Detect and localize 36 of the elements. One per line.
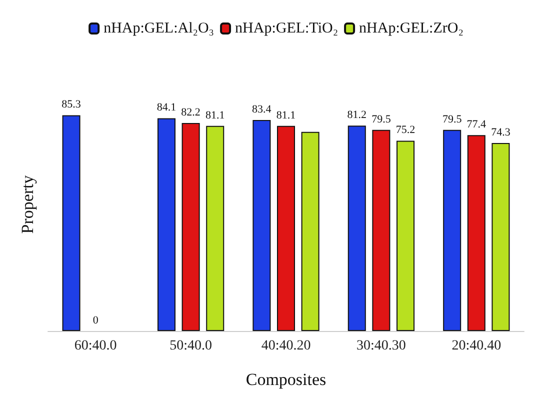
x-tick-label: 50:40.0 xyxy=(170,338,212,354)
bar xyxy=(372,130,390,331)
data-label: 81.1 xyxy=(276,109,296,122)
bar xyxy=(443,130,462,331)
x-tick-label: 60:40.0 xyxy=(74,338,117,354)
data-label: 79.5 xyxy=(372,113,392,126)
bar xyxy=(301,132,320,331)
data-label: 0 xyxy=(92,314,99,326)
legend-label: nHAp:GEL:TiO₂ xyxy=(235,20,338,36)
data-label: 77.4 xyxy=(466,118,487,131)
x-tick-label: 20:40.40 xyxy=(452,338,502,354)
bar xyxy=(182,123,200,331)
data-label: 81.1 xyxy=(205,109,225,122)
bar xyxy=(252,120,271,331)
bar xyxy=(492,143,510,331)
bar xyxy=(206,126,224,331)
x-axis-title: Composites xyxy=(246,370,326,389)
y-axis-title: Property xyxy=(18,174,37,234)
bar xyxy=(396,140,415,331)
bar xyxy=(467,135,486,331)
data-label: 74.3 xyxy=(491,126,511,139)
bar xyxy=(62,115,80,331)
data-label: 79.5 xyxy=(442,113,462,126)
legend-label: nHAp:GEL:Al₂O₃ xyxy=(104,20,214,36)
data-label: 82.2 xyxy=(181,106,200,119)
bar xyxy=(157,118,176,331)
x-tick-label: 40:40.20 xyxy=(261,338,311,354)
data-label: 81.2 xyxy=(347,109,367,122)
legend-label: nHAp:GEL:ZrO₂ xyxy=(359,20,464,36)
bar xyxy=(348,126,366,331)
data-label: 75.2 xyxy=(396,124,416,136)
data-label: 84.1 xyxy=(156,102,176,114)
data-label: 83.4 xyxy=(252,104,272,116)
data-label: 85.3 xyxy=(62,98,82,111)
bar xyxy=(276,126,296,331)
x-tick-label: 30:40.30 xyxy=(356,338,406,354)
